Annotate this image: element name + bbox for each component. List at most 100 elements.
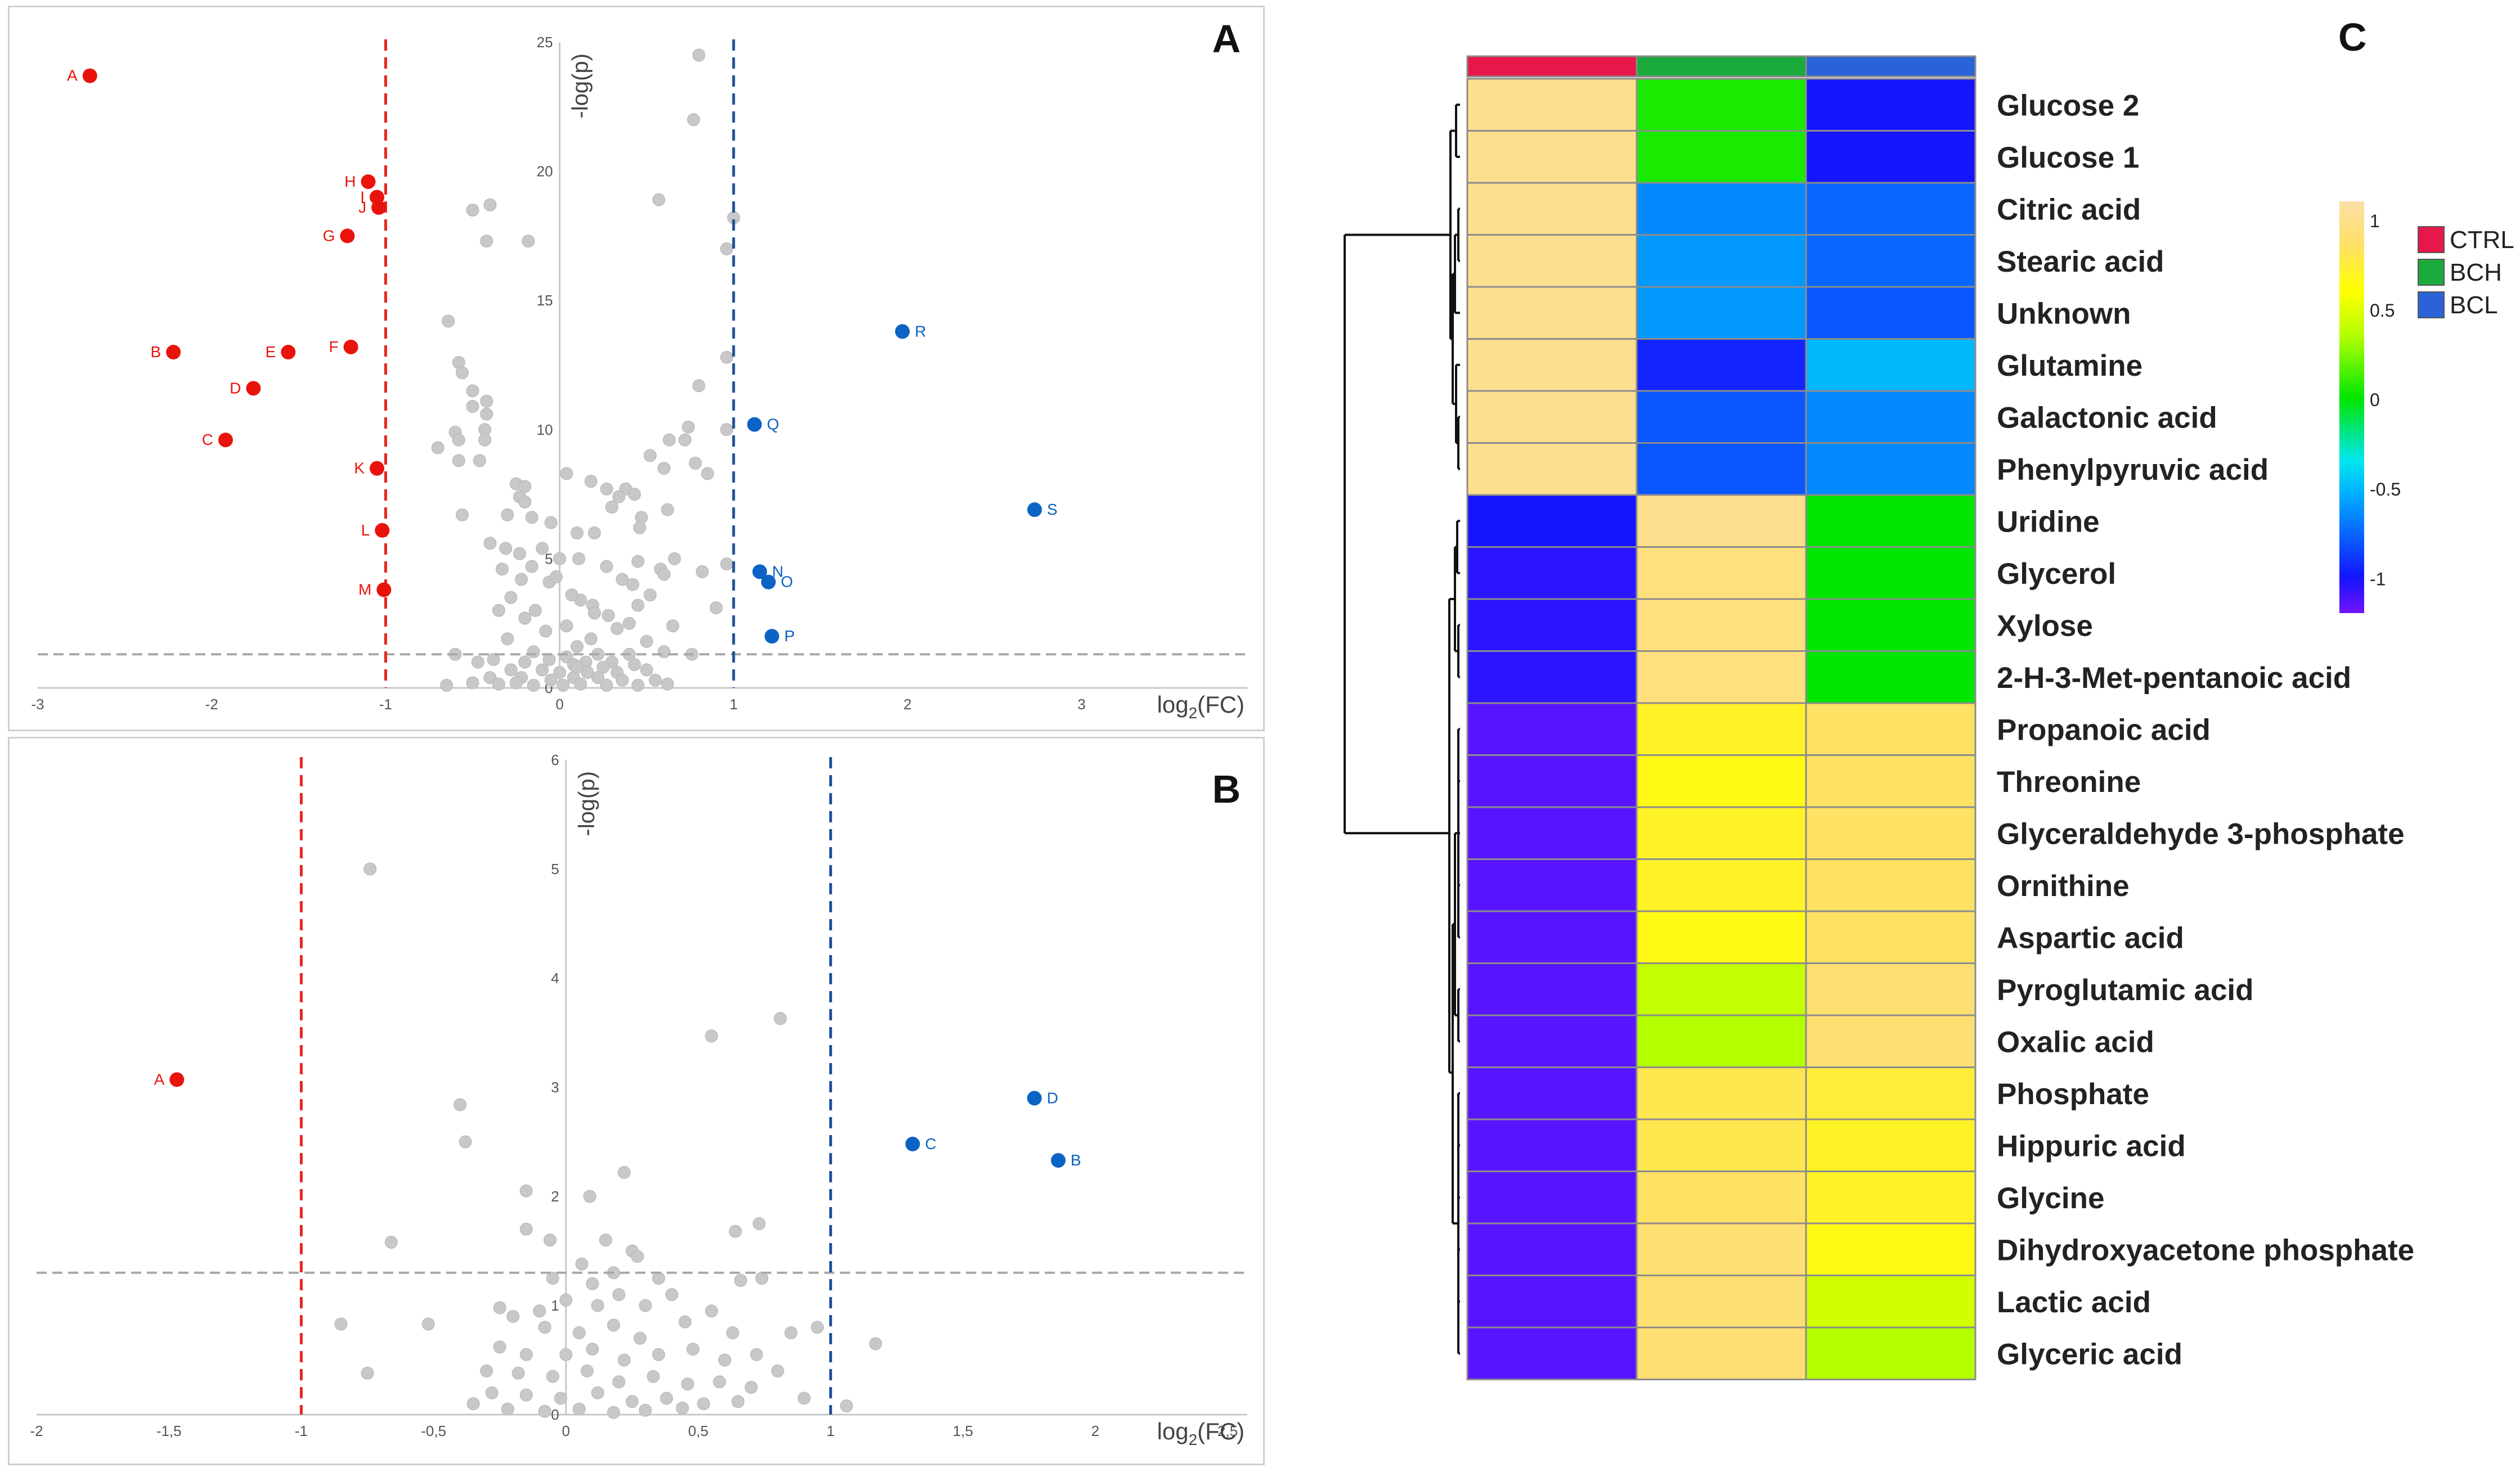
ns-point [571,660,584,674]
row-label: Stearic acid [1997,245,2164,278]
heatmap-cell [1466,494,1638,548]
ns-point [731,1395,745,1408]
point-label: H [344,173,356,190]
ns-point [480,235,493,248]
ns-point [492,677,505,691]
downregulated-point [281,345,296,360]
ns-point [459,1135,472,1149]
ns-point [546,1272,559,1285]
colorbar-tick-label: 0 [2370,390,2380,410]
ns-point [713,1375,726,1389]
ns-point [480,407,493,421]
upregulated-point [761,574,776,589]
y-tick-label: 0 [551,1406,559,1423]
ns-point [631,555,645,568]
ns-point [384,1235,398,1249]
ns-point [546,1370,559,1383]
ns-point [661,503,674,516]
heatmap-cell [1805,858,1977,912]
point-label: O [781,573,793,591]
ns-point [519,1348,533,1361]
ns-point [705,1304,718,1318]
ns-point [666,619,680,633]
panel-letter-c: C [2338,15,2367,59]
ns-point [431,441,444,454]
point-label: N [772,562,783,580]
ns-point [456,508,469,521]
heatmap-cell [1466,1118,1638,1172]
heatmap-cell [1466,806,1638,860]
upregulated-point [747,417,762,432]
heatmap-cell [1466,1275,1638,1329]
ns-point [581,1364,594,1378]
downregulated-point [169,1072,185,1087]
point-label: F [329,338,339,355]
ns-point [686,1343,700,1356]
heatmap-cell [1466,754,1638,808]
downregulated-point [343,339,358,354]
heatmap-cell [1636,1222,1807,1276]
ns-point [584,475,598,488]
ns-point [487,652,500,666]
heatmap-cell [1636,806,1807,860]
ns-point [649,673,662,687]
heatmap-cell [1805,442,1977,496]
row-label: Glyceric acid [1997,1338,2182,1371]
y-axis-label: -log(p) [568,53,593,119]
ns-point [553,665,567,679]
x-axis-label-base: log [1157,1418,1188,1444]
ns-point [734,1273,747,1287]
volcano-panel-a: -3 -2 -1 0 1 2 3 0 5 10 15 20 25 -log(p) log2(FC) A H I J G… [8,6,1265,731]
point-label: L [361,521,370,539]
row-label: Threonine [1997,766,2141,799]
row-label: Pyroglutamic acid [1997,974,2254,1007]
ns-point [519,1388,533,1402]
heatmap-cell [1636,910,1807,964]
ns-point [493,1340,506,1354]
ns-point [363,862,377,876]
downregulated-point [370,461,384,476]
heatmap-cell [1636,702,1807,756]
heatmap-cell [1466,1066,1638,1120]
ns-point [616,673,629,687]
heatmap-cell [1466,858,1638,912]
heatmap-cell [1805,286,1977,340]
ns-point [692,379,706,393]
row-label: Ornithine [1997,870,2130,903]
ns-point [682,420,695,434]
ns-point [539,624,552,638]
ns-point [681,1378,694,1391]
volcano-panel-b: -2 -1,5 -1 -0,5 0 0,5 1 1,5 2 2,5 0 1 2 3 4 5 6 -log(p) lo… [8,737,1265,1465]
downregulated-point [166,345,181,360]
ns-point [471,655,484,669]
ns-point [626,578,640,591]
y-tick-label: 5 [545,550,552,567]
row-label: Phenylpyruvic acid [1997,453,2269,487]
heatmap-cell [1805,702,1977,756]
x-tick-label: 0 [562,1423,570,1439]
x-axis-label-sub: 2 [1188,704,1197,722]
heatmap-cell [1805,910,1977,964]
y-tick-label: 4 [551,970,559,987]
ns-point [496,562,509,576]
ns-point [695,565,709,578]
heatmap-c: Glucose 2 Glucose 1 Citric acid Stearic aci… [1344,55,2514,1380]
ns-point [601,609,615,622]
heatmap-cell [1636,442,1807,496]
point-label: I [360,188,365,206]
downregulated-point [371,200,387,215]
point-label: B [1071,1151,1081,1169]
heatmap-cell [1636,1118,1807,1172]
ns-point [572,1402,586,1416]
y-tick-label: 2 [551,1188,559,1205]
ns-point [596,660,610,674]
ns-point [639,1403,652,1417]
heatmap-cell [1466,1326,1638,1380]
ns-point [504,591,518,604]
ns-point [456,366,469,380]
heatmap-cell [1636,182,1807,236]
ns-point [668,552,681,565]
row-label: Dihydroxyacetone phosphate [1997,1234,2414,1267]
legend-label: BCH [2450,259,2502,286]
heatmap-cell [1805,494,1977,548]
